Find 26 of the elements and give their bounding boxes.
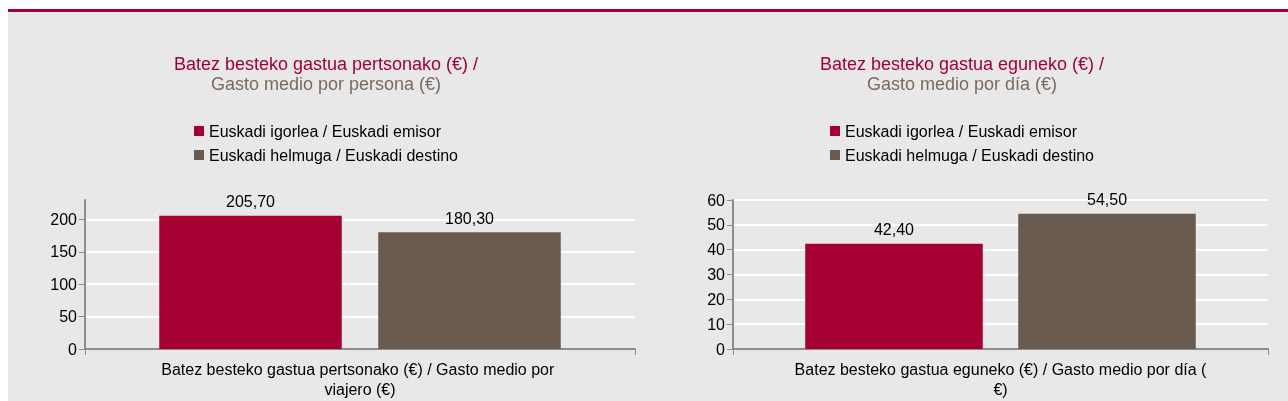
legend-label: Euskadi helmuga / Euskadi destino (208, 146, 459, 164)
y-tick-label: 0 (68, 340, 78, 358)
x-tick-label: Batez besteko gastua pertsonako (€) / Gasto medio por viajero (€) (161, 360, 559, 398)
y-tick-label: 50 (59, 308, 78, 326)
y-tick-label: 40 (707, 241, 726, 259)
chart-subtitle: Gasto medio por día (€) (866, 74, 1058, 94)
y-tick-label: 200 (50, 210, 78, 228)
data-label: 205,70 (226, 193, 276, 211)
data-label: 180,30 (445, 209, 495, 227)
legend-label: Euskadi igorlea / Euskadi emisor (208, 122, 442, 140)
data-label: 42,40 (873, 221, 915, 239)
y-tick-label: 0 (716, 340, 726, 358)
chart-subtitle: Gasto medio por persona (€) (210, 74, 442, 94)
y-tick-label: 30 (707, 266, 726, 283)
chart-title: Batez besteko gastua eguneko (€) / (819, 54, 1105, 74)
y-tick-label: 60 (707, 191, 726, 209)
legend-label: Euskadi helmuga / Euskadi destino (844, 146, 1095, 164)
y-tick-label: 10 (707, 315, 726, 333)
y-tick-label: 150 (50, 243, 78, 261)
y-tick-label: 100 (50, 275, 78, 293)
y-tick-label: 20 (707, 290, 726, 308)
legend-label: Euskadi igorlea / Euskadi emisor (844, 122, 1078, 140)
x-tick-label: Batez besteko gastua eguneko (€) / Gasto medio por día (€) (794, 360, 1208, 398)
chart-title: Batez besteko gastua pertsonako (€) / (173, 54, 479, 74)
data-label: 54,50 (1086, 191, 1128, 209)
y-tick-label: 50 (707, 216, 726, 234)
